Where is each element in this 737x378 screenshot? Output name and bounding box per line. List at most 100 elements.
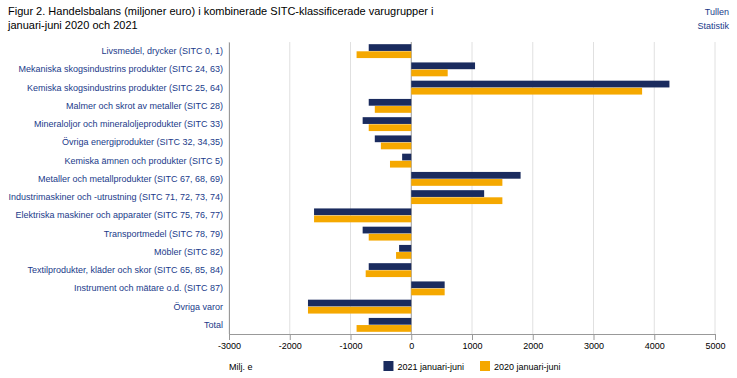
x-tick: 5000	[705, 334, 725, 351]
bar	[381, 143, 411, 150]
legend-item: 2021 januari-juni	[383, 361, 464, 372]
x-tick-label: 3000	[584, 341, 604, 351]
bar	[369, 124, 412, 131]
bar	[308, 300, 411, 307]
x-tick-mark	[411, 334, 412, 340]
x-tick-label: 2000	[523, 341, 543, 351]
y-tick: Kemiska skogsindustrins produkter (SITC …	[27, 83, 229, 93]
y-axis-line	[229, 43, 230, 335]
bar	[369, 263, 412, 270]
y-tick-label: Mineraloljor och mineraloljeprodukter (S…	[34, 119, 223, 129]
y-tick-label: Malmer och skrot av metaller (SITC 28)	[66, 101, 223, 111]
y-tick-label: Kemiska ämnen och produkter (SITC 5)	[64, 156, 223, 166]
bar	[411, 172, 520, 179]
y-tick-label: Övriga energiprodukter (SITC 32, 34,35)	[62, 137, 223, 147]
x-tick-label: 5000	[705, 341, 725, 351]
x-tick-mark	[290, 334, 291, 340]
bar-series	[308, 51, 642, 332]
y-tick-label: Mekaniska skogsindustrins produkter (SIT…	[18, 64, 223, 74]
y-tick-label: Metaller och metallprodukter (SITC 67, 6…	[38, 174, 223, 184]
y-tick-label: Möbler (SITC 82)	[154, 247, 223, 257]
y-tick-label: Transportmedel (SITC 78, 79)	[104, 229, 223, 239]
bar	[357, 325, 412, 332]
legend-swatch	[480, 361, 490, 371]
x-axis-label: Milj. e	[229, 362, 253, 372]
x-tick-label: -3000	[218, 341, 241, 351]
x-tick: 1000	[462, 334, 482, 351]
y-tick-label: Elektriska maskiner och apparater (SITC …	[15, 210, 223, 220]
y-tick: Total	[204, 320, 229, 330]
x-tick-label: 0	[409, 341, 414, 351]
x-tick: -1000	[339, 334, 362, 351]
bar	[308, 307, 411, 314]
x-tick-label: 4000	[645, 341, 665, 351]
y-tick: Transportmedel (SITC 78, 79)	[104, 229, 229, 239]
annotation: Statistik	[697, 21, 729, 31]
x-tick: 0	[409, 334, 414, 351]
bar	[411, 179, 502, 186]
annotation: Tullen	[705, 7, 729, 17]
x-tick-mark	[594, 334, 595, 340]
legend-label: 2021 januari-juni	[397, 362, 464, 372]
y-tick: Övriga energiprodukter (SITC 32, 34,35)	[62, 137, 229, 147]
x-axis: -3000 -2000 -1000 0 1000 2000 3000 4000 5000	[218, 334, 726, 351]
legend-item: 2020 januari-juni	[480, 361, 561, 372]
legend-label: 2020 januari-juni	[494, 362, 561, 372]
y-tick: Kemiska ämnen och produkter (SITC 5)	[64, 156, 229, 166]
y-tick-label: Övriga varor	[173, 302, 223, 312]
bar	[369, 234, 412, 241]
bar	[411, 289, 444, 296]
y-tick: Elektriska maskiner och apparater (SITC …	[15, 210, 229, 220]
x-tick-label: 1000	[462, 341, 482, 351]
x-axis-line	[230, 335, 716, 341]
y-tick: Instrument och mätare o.d. (SITC 87)	[74, 283, 229, 293]
y-tick: Möbler (SITC 82)	[154, 247, 229, 257]
bar	[411, 281, 444, 288]
y-tick: Mekaniska skogsindustrins produkter (SIT…	[18, 64, 229, 74]
y-tick: Industrimaskiner och -utrustning (SITC 7…	[8, 192, 229, 202]
bar	[411, 81, 669, 88]
bar	[369, 99, 412, 106]
bar	[411, 88, 642, 95]
legend-swatch	[383, 361, 393, 371]
grid	[229, 42, 715, 334]
bar	[314, 208, 411, 215]
bars	[308, 44, 669, 332]
bar	[411, 70, 447, 77]
title: Figur 2. Handelsbalans (miljoner euro) i…	[8, 5, 434, 17]
y-tick-label: Kemiska skogsindustrins produkter (SITC …	[27, 83, 223, 93]
bar-series	[308, 44, 669, 325]
bar	[357, 51, 412, 58]
y-tick: Livsmedel, drycker (SITC 0, 1)	[101, 46, 229, 56]
y-tick: Mineraloljor och mineraloljeprodukter (S…	[34, 119, 229, 129]
x-tick-mark	[654, 334, 655, 340]
y-tick: Textilprodukter, kläder och skor (SITC 6…	[27, 265, 229, 275]
x-tick: -2000	[279, 334, 302, 351]
x-tick-mark	[229, 334, 230, 340]
bar	[314, 216, 411, 223]
bar	[375, 106, 411, 113]
bar	[363, 227, 412, 234]
bar	[399, 245, 411, 252]
x-tick: 2000	[523, 334, 543, 351]
x-tick: 3000	[584, 334, 604, 351]
x-tick: 4000	[645, 334, 665, 351]
bar	[390, 161, 411, 168]
x-tick-mark	[351, 334, 352, 340]
y-tick: Metaller och metallprodukter (SITC 67, 6…	[38, 174, 229, 184]
y-tick-label: Textilprodukter, kläder och skor (SITC 6…	[27, 265, 223, 275]
subtitle: januari-juni 2020 och 2021	[7, 19, 138, 31]
y-tick-label: Industrimaskiner och -utrustning (SITC 7…	[8, 192, 223, 202]
bar	[366, 270, 412, 277]
x-tick: -3000	[218, 334, 241, 351]
x-tick-mark	[533, 334, 534, 340]
plot: -3000 -2000 -1000 0 1000 2000 3000 4000 5000 Livs…	[8, 42, 725, 351]
bar	[375, 135, 411, 142]
bar	[411, 62, 475, 69]
chart: Figur 2. Handelsbalans (miljoner euro) i…	[0, 0, 737, 378]
y-tick: Övriga varor	[173, 302, 229, 312]
x-tick-label: -2000	[279, 341, 302, 351]
x-tick-mark	[472, 334, 473, 340]
grid-line	[289, 42, 290, 334]
bar	[396, 252, 411, 259]
